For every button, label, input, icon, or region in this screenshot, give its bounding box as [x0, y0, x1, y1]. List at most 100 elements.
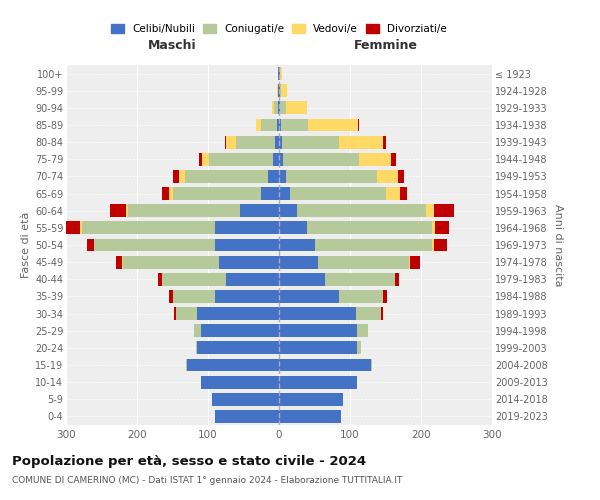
Bar [272, 102, 274, 114]
Bar [279, 153, 283, 166]
Bar [435, 222, 449, 234]
Bar [281, 118, 308, 132]
Bar [280, 84, 281, 97]
Bar [225, 136, 226, 148]
Bar [279, 342, 357, 354]
Bar [226, 136, 236, 148]
Bar [278, 84, 279, 97]
Bar [279, 67, 280, 80]
Bar [236, 136, 275, 148]
Bar [383, 136, 386, 148]
Bar [286, 170, 377, 183]
Bar [280, 102, 286, 114]
Bar [268, 170, 279, 183]
Bar [187, 358, 279, 372]
Bar [116, 256, 122, 268]
Bar [128, 204, 240, 217]
Bar [410, 256, 420, 268]
Bar [279, 84, 280, 97]
Text: Femmine: Femmine [353, 40, 418, 52]
Bar [340, 290, 383, 303]
Bar [261, 187, 279, 200]
Bar [80, 222, 82, 234]
Bar [196, 342, 197, 354]
Bar [383, 290, 387, 303]
Bar [169, 187, 173, 200]
Bar [186, 358, 187, 372]
Bar [434, 204, 454, 217]
Bar [174, 307, 176, 320]
Bar [173, 290, 215, 303]
Bar [66, 222, 80, 234]
Bar [356, 307, 380, 320]
Bar [202, 153, 209, 166]
Bar [179, 170, 185, 183]
Bar [261, 118, 277, 132]
Bar [277, 84, 278, 97]
Bar [279, 170, 286, 183]
Bar [279, 307, 356, 320]
Bar [173, 187, 261, 200]
Bar [215, 222, 279, 234]
Bar [212, 393, 279, 406]
Bar [314, 238, 431, 252]
Bar [297, 204, 426, 217]
Bar [215, 290, 279, 303]
Bar [278, 102, 279, 114]
Bar [125, 204, 128, 217]
Bar [380, 307, 383, 320]
Bar [209, 153, 274, 166]
Bar [279, 204, 297, 217]
Bar [395, 273, 399, 285]
Bar [283, 153, 359, 166]
Bar [169, 290, 173, 303]
Bar [290, 187, 386, 200]
Bar [400, 187, 407, 200]
Bar [201, 376, 279, 388]
Text: Popolazione per età, sesso e stato civile - 2024: Popolazione per età, sesso e stato civil… [12, 455, 366, 468]
Bar [359, 153, 391, 166]
Bar [386, 187, 400, 200]
Bar [431, 238, 434, 252]
Text: COMUNE DI CAMERINO (MC) - Dati ISTAT 1° gennaio 2024 - Elaborazione TUTTITALIA.I: COMUNE DI CAMERINO (MC) - Dati ISTAT 1° … [12, 476, 403, 485]
Bar [308, 118, 358, 132]
Bar [199, 153, 202, 166]
Bar [281, 84, 287, 97]
Text: Maschi: Maschi [148, 40, 197, 52]
Bar [279, 358, 371, 372]
Legend: Celibi/Nubili, Coniugati/e, Vedovi/e, Divorziati/e: Celibi/Nubili, Coniugati/e, Vedovi/e, Di… [109, 22, 449, 36]
Bar [279, 273, 325, 285]
Bar [110, 204, 125, 217]
Y-axis label: Fasce di età: Fasce di età [20, 212, 31, 278]
Bar [256, 118, 261, 132]
Bar [176, 307, 197, 320]
Bar [197, 307, 279, 320]
Bar [280, 67, 282, 80]
Bar [123, 256, 218, 268]
Bar [218, 256, 279, 268]
Bar [357, 342, 361, 354]
Bar [279, 410, 341, 423]
Bar [357, 324, 368, 337]
Bar [158, 273, 162, 285]
Bar [274, 153, 279, 166]
Bar [278, 67, 279, 80]
Bar [279, 256, 318, 268]
Bar [279, 136, 282, 148]
Bar [434, 238, 446, 252]
Bar [338, 136, 383, 148]
Bar [325, 273, 395, 285]
Bar [197, 342, 279, 354]
Bar [409, 256, 410, 268]
Bar [282, 136, 338, 148]
Bar [279, 393, 343, 406]
Bar [94, 238, 215, 252]
Bar [173, 170, 179, 183]
Bar [431, 222, 435, 234]
Bar [279, 324, 357, 337]
Bar [86, 238, 94, 252]
Bar [82, 222, 215, 234]
Bar [279, 290, 340, 303]
Bar [162, 273, 226, 285]
Bar [215, 238, 279, 252]
